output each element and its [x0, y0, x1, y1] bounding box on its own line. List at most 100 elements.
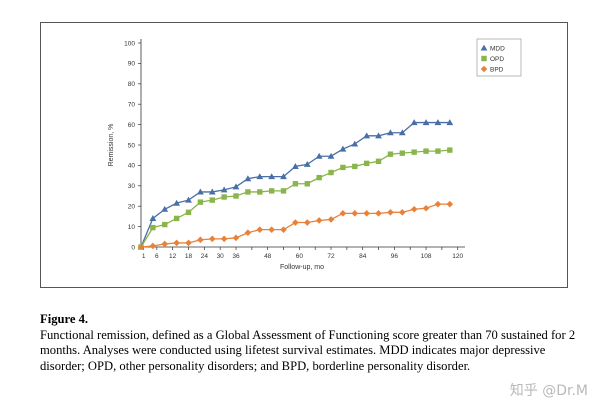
data-point-mdd — [422, 119, 430, 126]
data-point-mdd — [303, 160, 311, 167]
data-point-bpd — [185, 239, 192, 247]
data-point-opd — [387, 151, 394, 157]
data-point-opd — [304, 181, 310, 187]
data-point-bpd — [351, 210, 359, 217]
x-tick-label: 84 — [359, 253, 367, 260]
data-point-bpd — [422, 204, 430, 212]
data-point-opd — [340, 164, 346, 171]
data-point-bpd — [208, 235, 216, 243]
y-tick-label: 30 — [128, 183, 136, 190]
data-point-mdd — [161, 205, 169, 212]
chart-legend: MDD OPD BPD — [476, 38, 522, 77]
x-tick-label: 60 — [296, 253, 304, 260]
data-point-bpd — [410, 205, 418, 213]
legend-marker-bpd — [480, 65, 488, 73]
caption-text: Functional remission, defined as a Globa… — [40, 327, 576, 373]
data-point-bpd — [173, 239, 180, 247]
x-tick-label: 1 — [142, 253, 146, 260]
data-point-bpd — [315, 217, 323, 224]
data-point-opd — [209, 197, 215, 203]
data-point-mdd — [185, 196, 192, 203]
data-point-opd — [363, 160, 370, 167]
data-point-opd — [173, 215, 180, 222]
caption-title: Figure 4. — [40, 312, 89, 326]
figure-caption: Figure 4. Functional remission, defined … — [40, 312, 580, 374]
data-point-bpd — [339, 210, 347, 217]
data-point-mdd — [208, 188, 216, 195]
data-point-opd — [233, 193, 239, 199]
watermark: 知乎 @Dr.M — [509, 383, 588, 399]
data-point-bpd — [280, 226, 287, 233]
data-point-bpd — [137, 243, 145, 251]
data-point-bpd — [268, 226, 275, 233]
y-tick-label: 60 — [128, 122, 136, 129]
data-point-opd — [185, 209, 192, 216]
data-point-opd — [435, 148, 441, 154]
data-point-mdd — [410, 119, 418, 126]
data-point-bpd — [375, 210, 382, 217]
chart-axes: 0 10 20 30 40 50 60 70 80 90 100 1 6 12 18 24 30 36 48 60 72… — [108, 39, 465, 271]
x-tick-label: 108 — [421, 253, 432, 260]
data-point-opd — [375, 158, 382, 165]
data-point-mdd — [339, 145, 347, 152]
data-point-mdd — [244, 175, 252, 182]
y-tick-label: 90 — [128, 61, 136, 68]
x-tick-label: 120 — [452, 253, 463, 260]
data-point-opd — [221, 194, 227, 200]
data-point-mdd — [446, 119, 454, 126]
y-tick-label: 80 — [128, 81, 136, 88]
data-point-mdd — [351, 140, 359, 147]
data-point-opd — [328, 169, 334, 176]
data-point-bpd — [149, 242, 157, 250]
y-tick-label: 50 — [128, 142, 136, 149]
x-tick-label: 36 — [232, 253, 240, 260]
data-point-bpd — [434, 200, 442, 208]
legend-label-bpd: BPD — [490, 66, 504, 73]
remission-chart: 0 10 20 30 40 50 60 70 80 90 100 1 6 12 18 24 30 36 48 60 72… — [108, 38, 522, 271]
legend-label-opd: OPD — [490, 56, 504, 63]
y-tick-label: 10 — [128, 224, 136, 231]
x-tick-label: 48 — [264, 253, 272, 260]
legend-label-mdd: MDD — [490, 45, 505, 52]
data-point-opd — [423, 148, 429, 154]
data-point-bpd — [220, 235, 228, 243]
data-point-opd — [280, 188, 287, 194]
data-point-mdd — [149, 215, 157, 221]
data-point-opd — [197, 199, 204, 205]
data-point-mdd — [292, 163, 299, 169]
data-point-bpd — [161, 240, 169, 248]
data-point-mdd — [315, 152, 323, 159]
y-tick-label: 20 — [128, 204, 136, 211]
x-tick-label: 96 — [391, 253, 399, 260]
x-axis-title: Follow-up, mo — [280, 264, 324, 271]
data-point-mdd — [375, 132, 382, 139]
data-point-opd — [316, 174, 322, 181]
legend-marker-mdd — [480, 44, 488, 51]
figure-frame: 0 10 20 30 40 50 60 70 80 90 100 1 6 12 18 24 30 36 48 60 72… — [40, 22, 568, 288]
data-point-bpd — [327, 216, 335, 223]
data-point-bpd — [232, 234, 240, 242]
data-point-opd — [292, 181, 299, 187]
data-point-bpd — [256, 226, 264, 233]
data-point-bpd — [398, 209, 406, 216]
series-markers — [137, 119, 454, 251]
data-point-mdd — [387, 129, 394, 136]
y-tick-label: 70 — [128, 102, 136, 109]
data-point-opd — [447, 147, 453, 153]
y-tick-label: 100 — [124, 40, 135, 47]
legend-marker-opd — [481, 55, 487, 62]
data-point-mdd — [398, 129, 406, 136]
data-point-opd — [245, 189, 251, 195]
data-point-bpd — [197, 236, 204, 244]
data-point-opd — [162, 221, 168, 228]
data-point-mdd — [434, 119, 442, 126]
data-point-mdd — [173, 199, 181, 206]
x-tick-label: 30 — [217, 253, 225, 260]
y-tick-label: 40 — [128, 163, 136, 170]
data-point-bpd — [446, 200, 454, 208]
data-point-opd — [411, 149, 417, 155]
data-point-bpd — [363, 210, 370, 217]
data-point-mdd — [196, 188, 204, 195]
x-tick-label: 24 — [201, 253, 209, 260]
data-point-opd — [268, 188, 275, 194]
